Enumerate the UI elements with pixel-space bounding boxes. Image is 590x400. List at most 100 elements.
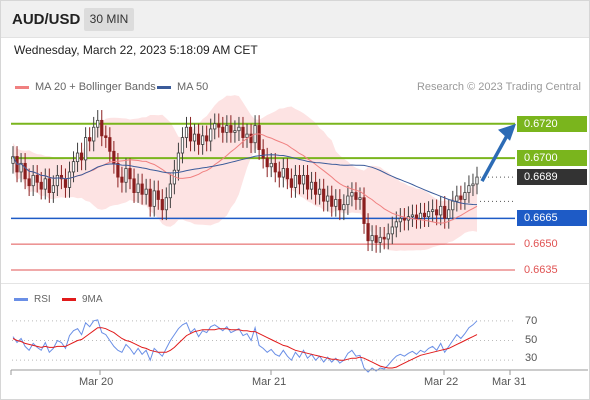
- candle-body: [257, 125, 261, 150]
- candle-body: [285, 168, 289, 180]
- rsi-swatch: [14, 297, 28, 301]
- candle-body: [398, 217, 402, 223]
- header-bar: AUD/USD 30 MIN: [1, 1, 589, 38]
- candle-body: [112, 150, 116, 164]
- candle-body: [217, 123, 221, 128]
- candle-body: [422, 212, 427, 218]
- candle-body: [156, 190, 160, 200]
- candle-body: [342, 204, 346, 211]
- candle-body: [418, 212, 423, 219]
- candle-body: [140, 183, 144, 195]
- candle-body: [164, 197, 168, 211]
- candle-body: [459, 195, 463, 200]
- candle-body: [475, 176, 479, 185]
- current-price-tag: 0.6689: [517, 169, 587, 186]
- legend-ma20: MA 20 + Bollinger Bands: [15, 81, 156, 93]
- candle-body: [346, 195, 350, 206]
- candle-body: [261, 149, 265, 159]
- candle-body: [370, 235, 374, 242]
- support-2-tag: 0.6650: [524, 238, 558, 251]
- candle-body: [439, 205, 443, 216]
- candle-body: [451, 200, 455, 211]
- candle-body: [386, 233, 390, 240]
- candle-body: [213, 123, 217, 130]
- candle-body: [281, 168, 285, 178]
- candle-body: [354, 192, 358, 200]
- forecast-arrow-head: [498, 123, 516, 141]
- candle-body: [249, 133, 253, 144]
- candle-body: [35, 174, 39, 183]
- timestamp: Wednesday, March 22, 2023 5:18:09 AM CET: [14, 43, 258, 57]
- candle-body: [180, 137, 185, 154]
- candle-body: [467, 185, 471, 193]
- candle-body: [188, 126, 193, 142]
- rsi-tick-70: 70: [525, 315, 538, 327]
- candle-body: [305, 174, 310, 190]
- candle-body: [314, 181, 318, 195]
- candle-body: [67, 171, 72, 188]
- moving-averages: [12, 133, 478, 224]
- candle-body: [201, 135, 205, 145]
- rsi-panel: [10, 319, 588, 375]
- legend-ma50-label: MA 50: [177, 81, 209, 93]
- symbol-title: AUD/USD: [12, 11, 81, 28]
- candle-body: [196, 133, 201, 145]
- panel-divider: [1, 283, 589, 284]
- rsi-ma-legend: 9MA: [62, 294, 103, 305]
- candle-body: [132, 178, 136, 193]
- candle-body: [71, 161, 76, 173]
- candle-body: [84, 137, 88, 161]
- candle-body: [402, 217, 406, 221]
- candle-body: [455, 195, 459, 202]
- support-3-tag: 0.6635: [524, 263, 558, 276]
- candle-body: [104, 135, 108, 138]
- support-1-tag: 0.6665: [517, 210, 587, 227]
- candle-body: [92, 126, 96, 142]
- candle-body: [39, 181, 43, 190]
- bollinger-bands: [13, 95, 477, 251]
- legend-ma50: MA 50: [157, 81, 208, 93]
- candle-body: [205, 135, 209, 142]
- candle-body: [447, 209, 451, 219]
- rsi-legend: RSI: [14, 294, 51, 305]
- candle-body: [148, 188, 152, 207]
- candle-body: [136, 183, 140, 193]
- resistance-1-tag: 0.6700: [517, 150, 587, 167]
- timeframe-button[interactable]: 30 MIN: [84, 8, 134, 31]
- candle-body: [374, 235, 378, 243]
- rsi-legend-label: RSI: [34, 294, 51, 305]
- x-tick-mar21: Mar 21: [252, 376, 287, 388]
- candle-body: [318, 188, 322, 195]
- candle-body: [273, 162, 277, 173]
- candle-body: [358, 197, 362, 200]
- candle-body: [225, 125, 229, 133]
- candle-body: [168, 183, 172, 199]
- candle-body: [463, 192, 467, 200]
- forecast-arrow: [480, 123, 516, 182]
- candle-body: [301, 174, 306, 185]
- candle-body: [362, 197, 366, 224]
- candle-body: [309, 181, 314, 190]
- candle-body: [43, 178, 47, 190]
- candle-body: [79, 152, 84, 161]
- candlesticks: [11, 110, 479, 253]
- candle-body: [431, 209, 435, 212]
- candle-body: [209, 128, 213, 142]
- candle-body: [471, 183, 475, 187]
- candle-body: [88, 137, 92, 142]
- candle-body: [59, 174, 64, 180]
- candle-body: [75, 152, 80, 163]
- candle-body: [338, 199, 342, 211]
- candle-body: [414, 214, 419, 219]
- candle-body: [63, 178, 68, 188]
- candle-body: [47, 178, 51, 193]
- candle-body: [55, 174, 59, 187]
- rsi-tick-50: 50: [525, 334, 538, 346]
- legend-swatch-ma50: [157, 85, 171, 89]
- rsi-ma-swatch: [62, 297, 76, 301]
- candle-body: [233, 130, 237, 133]
- candle-body: [366, 223, 370, 242]
- candle-body: [334, 199, 338, 207]
- x-tick-mar20: Mar 20: [79, 376, 114, 388]
- copyright-note: Research © 2023 Trading Central: [416, 81, 581, 93]
